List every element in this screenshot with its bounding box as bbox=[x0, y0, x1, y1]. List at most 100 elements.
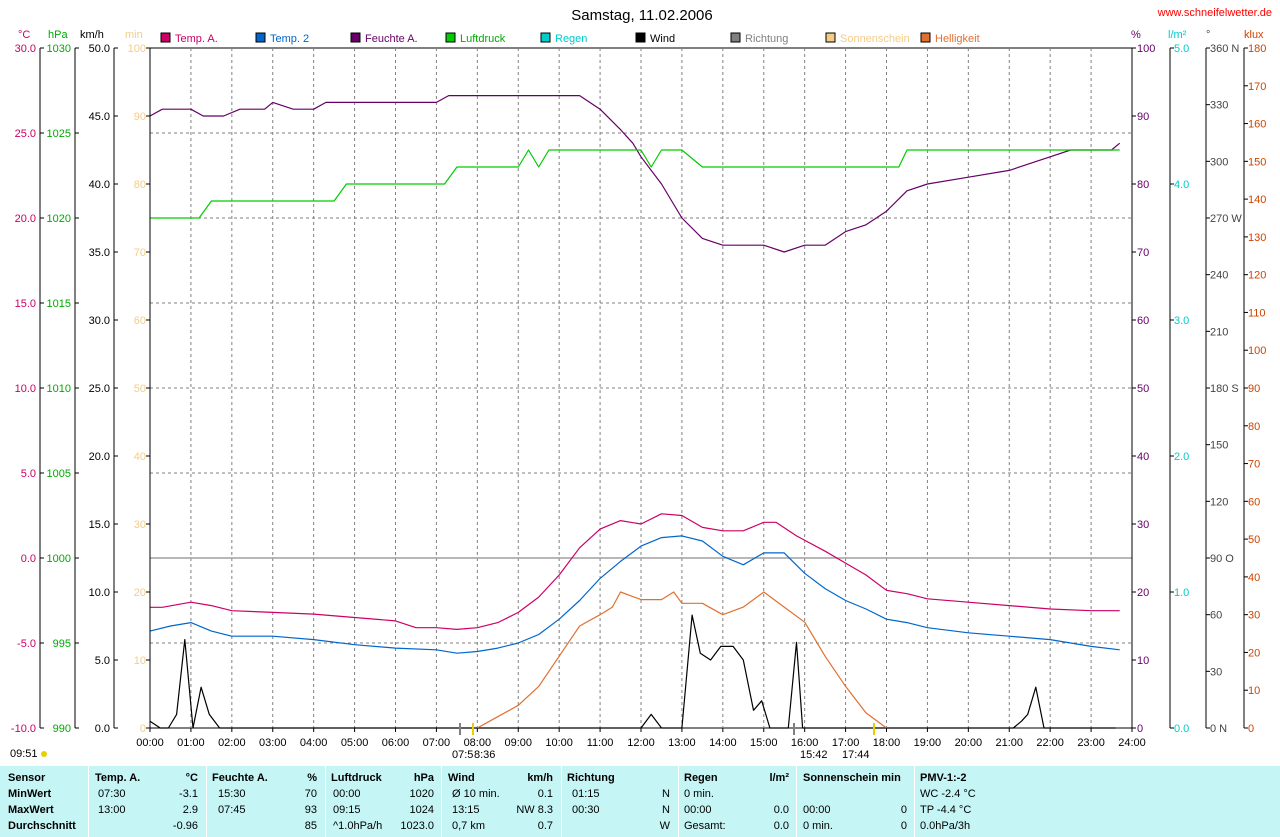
sunshine-time: 0 min. bbox=[803, 820, 833, 832]
tick-label-lux: 70 bbox=[1248, 459, 1260, 471]
x-tick-label: 21:00 bbox=[995, 737, 1023, 749]
wind-value: 0.7 bbox=[537, 820, 553, 832]
legend-swatch bbox=[540, 32, 551, 43]
legend-label: Temp. A. bbox=[175, 33, 218, 45]
tick-label-lux: 30 bbox=[1248, 610, 1260, 622]
pmv-value: 0.0hPa/3h bbox=[920, 820, 971, 832]
x-tick-label: 08:00 bbox=[464, 737, 492, 749]
tick-label-dir: 150 bbox=[1210, 440, 1228, 452]
tick-label-lux: 160 bbox=[1248, 119, 1266, 131]
x-tick-label: 11:00 bbox=[587, 737, 614, 749]
tick-label-temp: 30.0 bbox=[15, 43, 36, 55]
tick-label-sun: 90 bbox=[134, 111, 146, 123]
direction-time: 01:15 bbox=[572, 788, 600, 800]
tick-label-lux: 50 bbox=[1248, 534, 1260, 546]
tick-label-sun: 50 bbox=[134, 383, 146, 395]
tick-label-temp: 15.0 bbox=[15, 298, 36, 310]
tick-label-dir: 210 bbox=[1210, 326, 1228, 338]
tick-label-dir: 300 bbox=[1210, 156, 1228, 168]
tick-label-rain: 2.0 bbox=[1174, 451, 1189, 463]
direction-time: 00:30 bbox=[572, 804, 600, 816]
header-direction: Richtung bbox=[567, 772, 615, 784]
tick-label-rain: 1.0 bbox=[1174, 587, 1189, 599]
sun-marker-label: 8:36 bbox=[474, 749, 495, 761]
tick-label-press: 1005 bbox=[47, 468, 71, 480]
axis-unit-hum: % bbox=[1131, 29, 1141, 41]
tick-label-temp: -10.0 bbox=[11, 723, 36, 735]
header-pressure-unit: hPa bbox=[413, 772, 434, 784]
x-tick-label: 03:00 bbox=[259, 737, 287, 749]
legend-label: Feuchte A. bbox=[365, 33, 418, 45]
x-axis: 00:00 01:00 02:00 03:00 04:00 05:00 06:00 07:00… bbox=[136, 723, 1146, 761]
tick-label-dir: 30 bbox=[1210, 666, 1222, 678]
tick-label-hum: 10 bbox=[1137, 655, 1149, 667]
header-pmv: PMV-1:-2 bbox=[920, 772, 967, 784]
tick-label-wind: 25.0 bbox=[89, 383, 110, 395]
chart-legend: Temp. A. Temp. 2 Feuchte A. Luftdruck Regen W… bbox=[160, 32, 980, 45]
tick-label-temp: 20.0 bbox=[15, 213, 36, 225]
tick-label-sun: 100 bbox=[128, 43, 146, 55]
x-tick-label: 13:00 bbox=[668, 737, 696, 749]
x-tick-label: 15:00 bbox=[750, 737, 778, 749]
tick-label-hum: 0 bbox=[1137, 723, 1143, 735]
header-wind-unit: km/h bbox=[527, 772, 553, 784]
x-tick-label: 19:00 bbox=[914, 737, 942, 749]
header-temp-unit: °C bbox=[185, 772, 198, 784]
header-pressure: Luftdruck bbox=[331, 772, 382, 784]
pmv-value: WC -2.4 °C bbox=[920, 788, 976, 800]
tick-label-hum: 30 bbox=[1137, 519, 1149, 531]
x-tick-label: 09:00 bbox=[504, 737, 532, 749]
rain-value: 0.0 bbox=[773, 820, 789, 832]
tick-label-lux: 60 bbox=[1248, 496, 1260, 508]
table-separator bbox=[796, 766, 797, 837]
x-tick-label: 01:00 bbox=[177, 737, 205, 749]
tick-label-dir: 360 N bbox=[1210, 43, 1239, 55]
tick-label-lux: 100 bbox=[1248, 345, 1266, 357]
humidity-time: 07:45 bbox=[218, 804, 246, 816]
axis-unit-press: hPa bbox=[48, 29, 68, 41]
right-axes: 10090807060504030201005.04.03.02.01.00.0… bbox=[1131, 43, 1266, 735]
series-line-helligkeit bbox=[477, 591, 887, 729]
wind-time: 0,7 km bbox=[452, 820, 486, 832]
header-temp: Temp. A. bbox=[95, 772, 141, 784]
time-start-label: 09:51 bbox=[10, 748, 38, 760]
tick-label-dir: 120 bbox=[1210, 496, 1228, 508]
x-tick-label: 18:00 bbox=[873, 737, 901, 749]
tick-label-press: 1025 bbox=[47, 128, 71, 140]
axis-unit-labels: °C hPa km/h min% l/m² ° klux bbox=[18, 29, 1264, 41]
axis-unit-sun: min bbox=[125, 29, 143, 41]
tick-label-wind: 45.0 bbox=[89, 111, 110, 123]
tick-label-rain: 4.0 bbox=[1174, 179, 1189, 191]
tick-label-dir: 0 N bbox=[1210, 723, 1227, 735]
x-tick-label: 12:00 bbox=[627, 737, 655, 749]
tick-label-sun: 80 bbox=[134, 179, 146, 191]
sun-marker-label: 17:44 bbox=[842, 749, 870, 761]
series-line-luftdruck bbox=[150, 149, 1120, 219]
tick-label-hum: 80 bbox=[1137, 179, 1149, 191]
wind-time: Ø 10 min. bbox=[452, 788, 500, 800]
tick-label-lux: 110 bbox=[1248, 307, 1266, 319]
tick-label-press: 990 bbox=[53, 723, 71, 735]
pmv-value: TP -4.4 °C bbox=[920, 804, 972, 816]
tick-label-dir: 270 W bbox=[1210, 213, 1242, 225]
table-separator bbox=[206, 766, 207, 837]
tick-label-lux: 150 bbox=[1248, 156, 1266, 168]
tick-label-sun: 0 bbox=[140, 723, 146, 735]
rain-value: 0.0 bbox=[773, 804, 789, 816]
tick-label-press: 1020 bbox=[47, 213, 71, 225]
axis-unit-dir: ° bbox=[1206, 29, 1210, 41]
tick-label-lux: 140 bbox=[1248, 194, 1266, 206]
tick-label-lux: 120 bbox=[1248, 270, 1266, 282]
chart-title: Samstag, 11.02.2006 bbox=[571, 7, 713, 24]
tick-label-press: 1015 bbox=[47, 298, 71, 310]
x-tick-label: 17:00 bbox=[832, 737, 860, 749]
axis-unit-wind: km/h bbox=[80, 29, 104, 41]
series-line-temp-2 bbox=[149, 535, 1120, 654]
legend-label: Wind bbox=[650, 33, 675, 45]
tick-label-sun: 70 bbox=[134, 247, 146, 259]
table-separator bbox=[441, 766, 442, 837]
tick-label-rain: 3.0 bbox=[1174, 315, 1189, 327]
header-wind: Wind bbox=[448, 772, 475, 784]
site-link[interactable]: www.schneifelwetter.de bbox=[1157, 7, 1272, 19]
tick-label-wind: 30.0 bbox=[89, 315, 110, 327]
